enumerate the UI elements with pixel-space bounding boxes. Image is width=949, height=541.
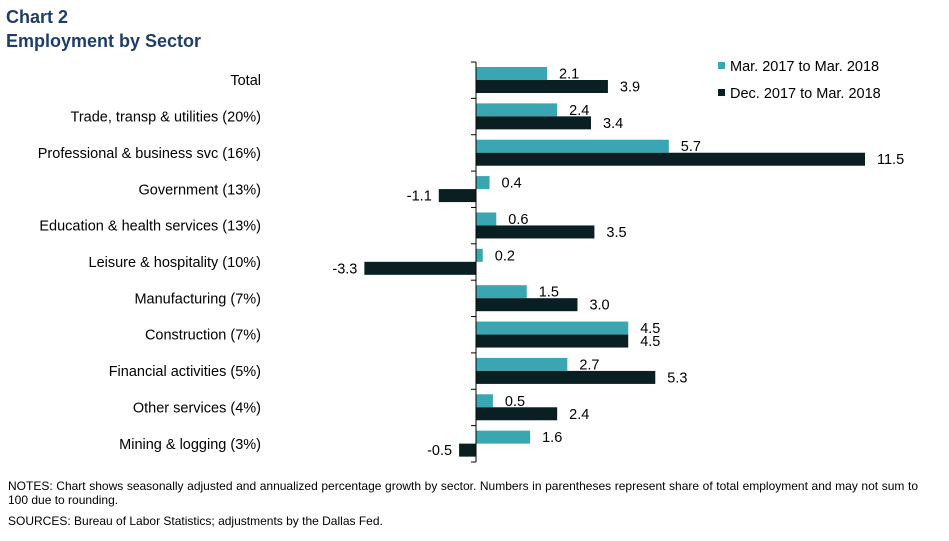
- data-label: 3.5: [606, 225, 626, 241]
- bar-dec2017-mar2018: [364, 261, 476, 275]
- bar-mar2017-mar2018: [476, 430, 531, 444]
- data-label: 5.3: [667, 370, 687, 386]
- category-label: Financial activities (5%): [109, 364, 261, 380]
- legend-swatch-dec2017-mar2018: [718, 89, 725, 96]
- bar-mar2017-mar2018: [476, 176, 490, 190]
- data-label: 11.5: [877, 152, 904, 168]
- data-label: 1.6: [542, 430, 562, 446]
- data-label: 0.5: [505, 394, 525, 410]
- category-label: Education & health services (13%): [39, 219, 261, 235]
- bar-dec2017-mar2018: [476, 80, 608, 93]
- category-label: Manufacturing (7%): [134, 291, 261, 307]
- data-label: 4.5: [640, 321, 660, 337]
- chart-title: Employment by Sector: [6, 31, 202, 51]
- data-label: 0.4: [502, 176, 522, 192]
- data-label: 0.6: [508, 212, 528, 228]
- legend-label: Dec. 2017 to Mar. 2018: [730, 86, 881, 102]
- category-label: Professional & business svc (16%): [38, 146, 261, 162]
- data-label: 2.4: [569, 407, 589, 423]
- bar-dec2017-mar2018: [476, 116, 592, 130]
- data-label: 3.0: [589, 298, 609, 314]
- bar-dec2017-mar2018: [476, 407, 558, 421]
- bar-dec2017-mar2018: [438, 189, 476, 203]
- data-label: 2.7: [579, 357, 599, 373]
- bar-mar2017-mar2018: [476, 285, 527, 299]
- bar-dec2017-mar2018: [476, 370, 656, 384]
- category-label: Mining & logging (3%): [119, 437, 261, 453]
- bar-dec2017-mar2018: [476, 334, 629, 348]
- bar-mar2017-mar2018: [476, 248, 483, 262]
- bar-mar2017-mar2018: [476, 67, 548, 80]
- bar-mar2017-mar2018: [476, 394, 493, 408]
- legend-label: Mar. 2017 to Mar. 2018: [730, 59, 879, 75]
- data-label: 5.7: [681, 139, 701, 155]
- bar-mar2017-mar2018: [476, 139, 669, 153]
- category-label: Government (13%): [139, 182, 262, 198]
- bar-mar2017-mar2018: [476, 357, 568, 371]
- data-label: 3.9: [620, 80, 640, 96]
- data-label: 3.4: [603, 116, 623, 132]
- data-label: -0.5: [427, 443, 452, 459]
- data-label: 4.5: [640, 334, 660, 350]
- data-label: 2.1: [559, 67, 579, 83]
- chart-number: Chart 2: [6, 7, 69, 27]
- data-label: -3.3: [332, 261, 357, 277]
- chart-notes: NOTES: Chart shows seasonally adjusted a…: [8, 479, 918, 507]
- category-label: Leisure & hospitality (10%): [89, 255, 261, 271]
- category-label: Total: [230, 73, 261, 89]
- bar-mar2017-mar2018: [476, 212, 497, 226]
- bar-dec2017-mar2018: [476, 152, 865, 166]
- chart-sources: SOURCES: Bureau of Labor Statistics; adj…: [8, 514, 383, 528]
- bar-dec2017-mar2018: [476, 225, 595, 239]
- bar-dec2017-mar2018: [476, 298, 578, 312]
- category-label: Other services (4%): [133, 400, 261, 416]
- bar-chart: Total 2.1 3.9 Trade, transp & utilities (20…: [38, 59, 904, 463]
- data-label: -1.1: [407, 189, 432, 205]
- data-label: 1.5: [539, 285, 559, 301]
- bar-dec2017-mar2018: [459, 443, 476, 457]
- legend-swatch-mar2017-mar2018: [718, 62, 725, 69]
- bar-mar2017-mar2018: [476, 103, 558, 117]
- data-label: 2.4: [569, 103, 589, 119]
- data-label: 0.2: [495, 248, 515, 264]
- category-label: Construction (7%): [145, 328, 261, 344]
- category-label: Trade, transp & utilities (20%): [71, 110, 261, 126]
- bar-mar2017-mar2018: [476, 321, 629, 335]
